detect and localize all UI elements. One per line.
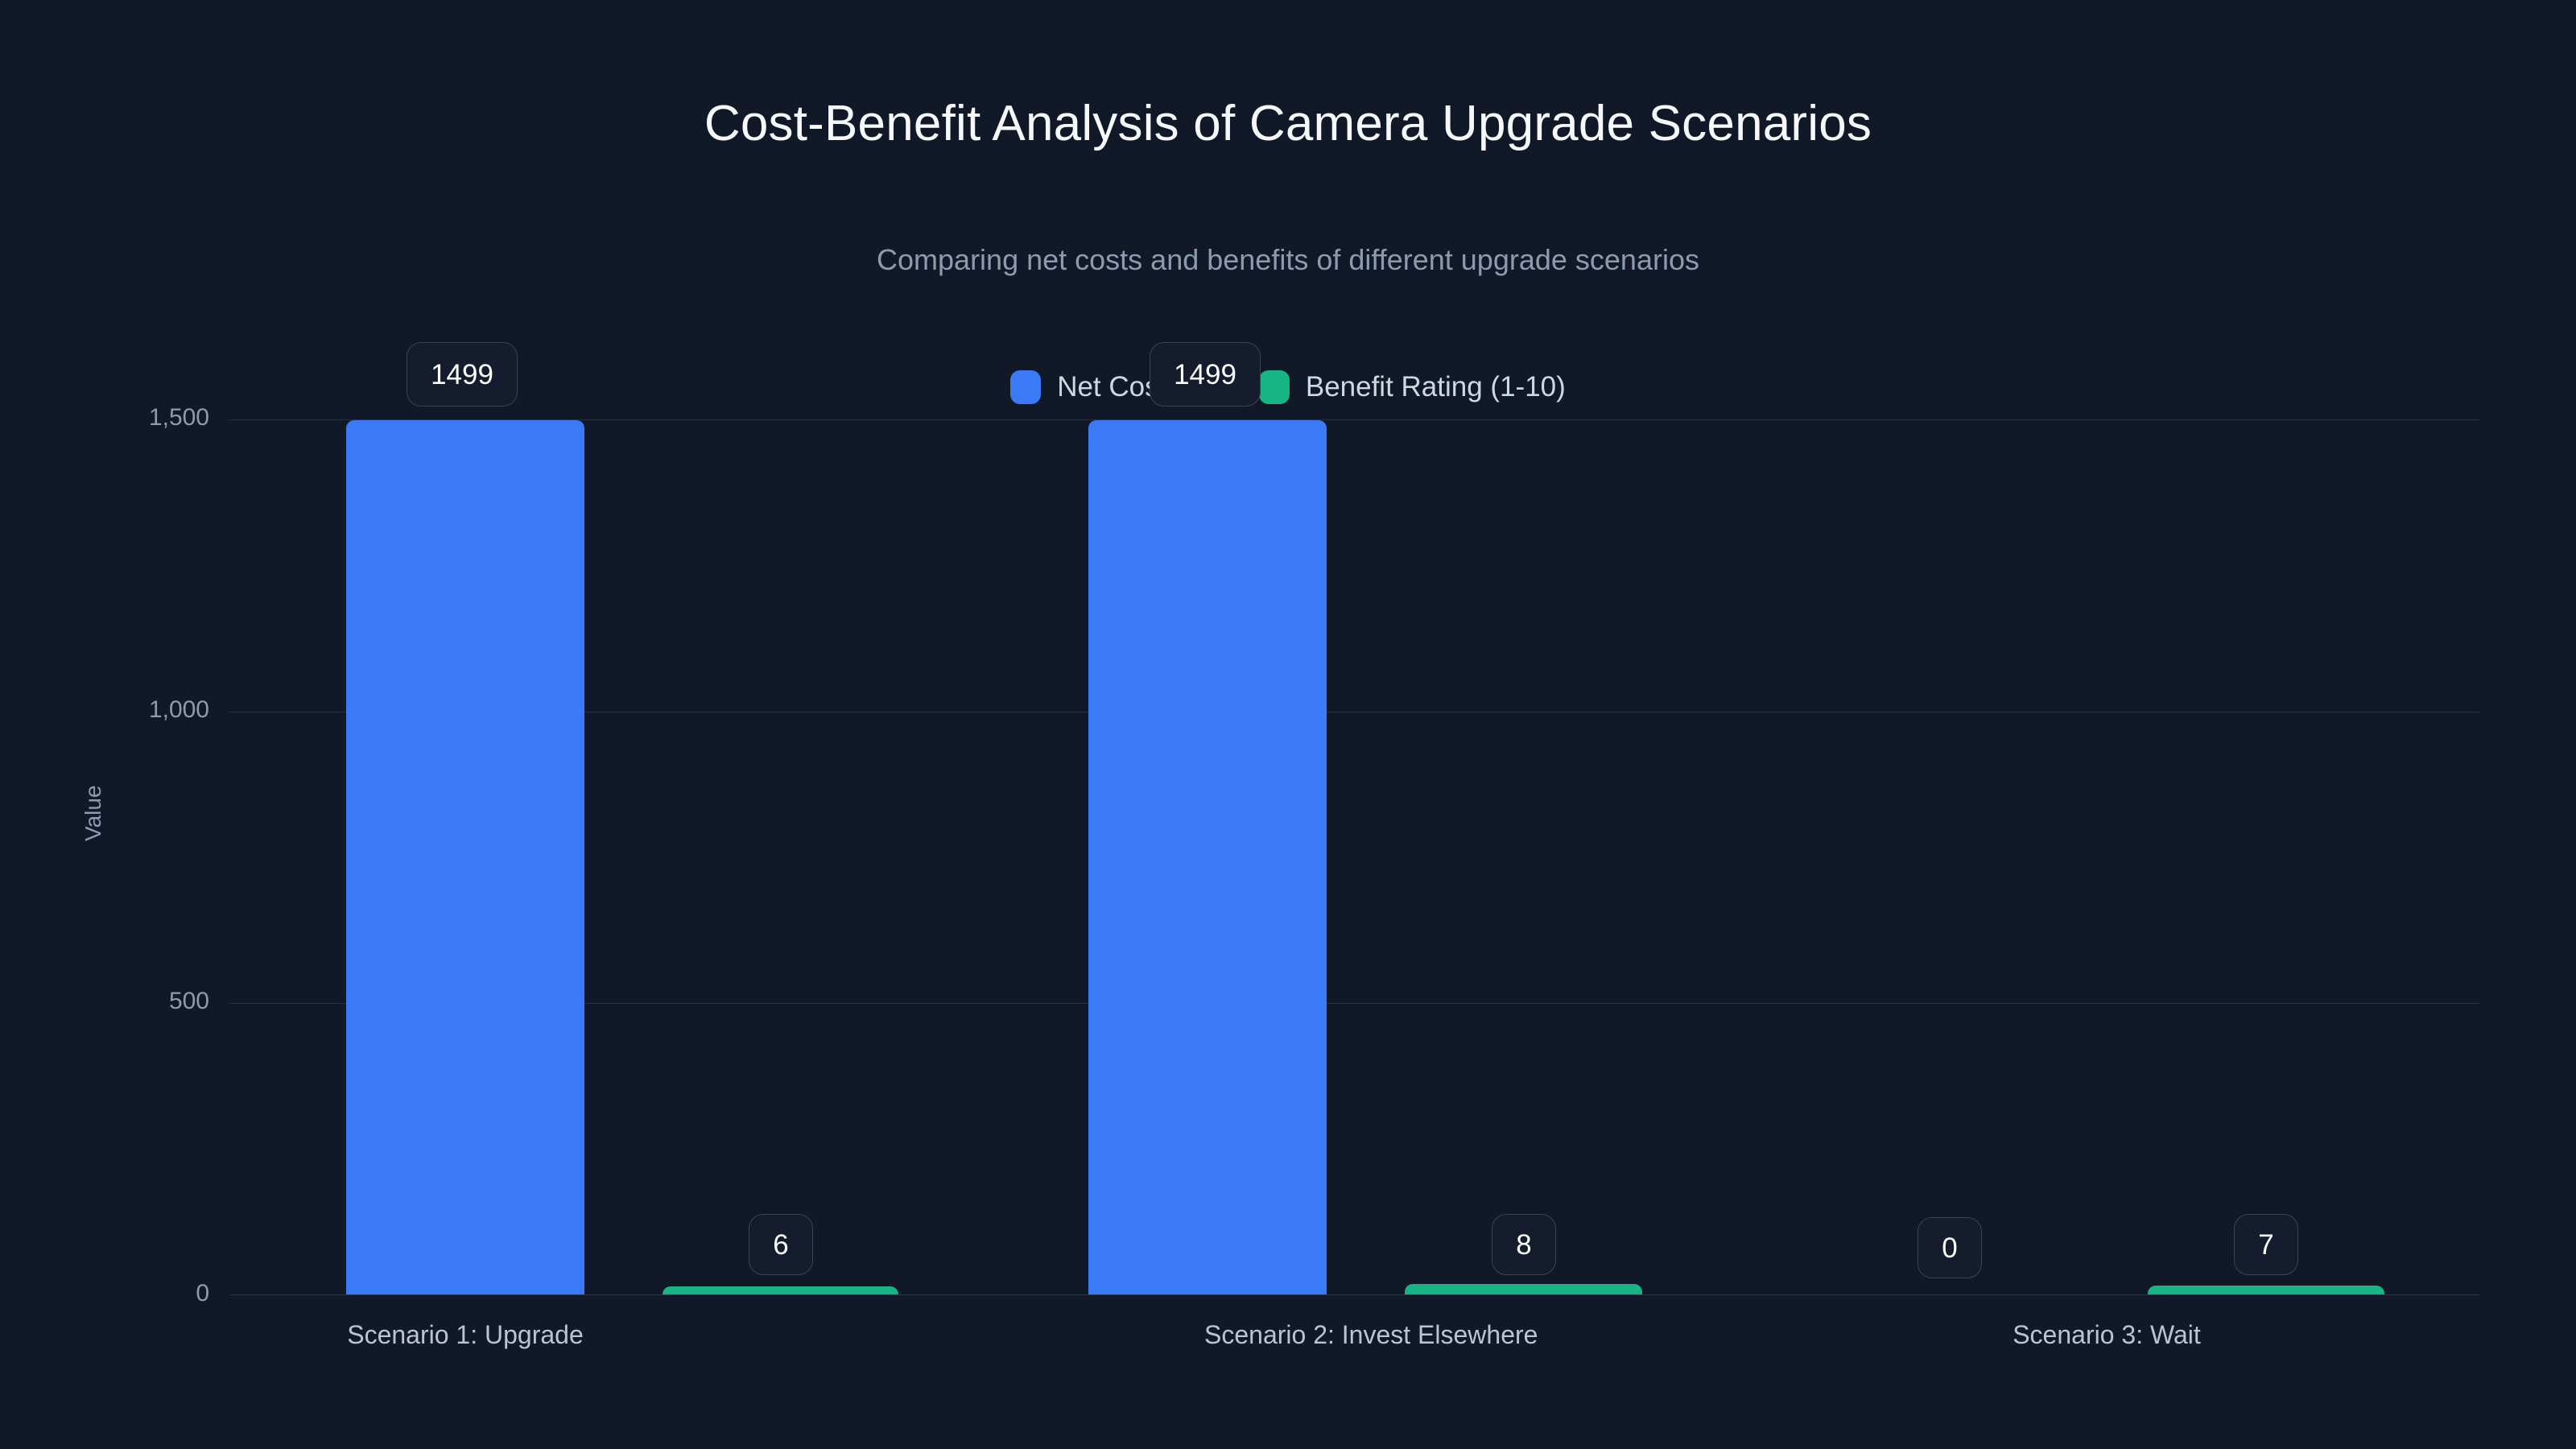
chart-legend: Net Cost ($) Benefit Rating (1-10): [0, 370, 2576, 404]
x-tick-label-scenario-2: Scenario 2: Invest Elsewhere: [1204, 1320, 1538, 1349]
bar-benefit-scenario-2[interactable]: [1405, 1284, 1642, 1294]
y-tick-label-1000: 1,000: [148, 696, 209, 723]
legend-swatch-benefit-rating: [1258, 370, 1290, 404]
value-label-net-cost-scenario-3: 0: [1918, 1217, 1982, 1278]
y-tick-label-500: 500: [168, 988, 209, 1014]
legend-item-benefit-rating[interactable]: Benefit Rating (1-10): [1258, 370, 1566, 404]
x-tick-label-scenario-1: Scenario 1: Upgrade: [347, 1320, 584, 1349]
y-axis-title: Value: [80, 785, 105, 841]
value-label-net-cost-scenario-1: 1499: [407, 342, 518, 407]
chart-title: Cost-Benefit Analysis of Camera Upgrade …: [704, 96, 1872, 151]
gridline-500: [229, 1003, 2479, 1004]
x-axis-baseline: [229, 1294, 2479, 1295]
bar-benefit-scenario-1[interactable]: [663, 1286, 898, 1294]
y-tick-label-0: 0: [196, 1280, 209, 1307]
value-label-net-cost-scenario-2: 1499: [1150, 342, 1261, 407]
value-label-benefit-scenario-3: 7: [2234, 1214, 2298, 1275]
value-label-benefit-scenario-1: 6: [749, 1214, 813, 1275]
legend-swatch-net-cost: [1010, 370, 1042, 404]
chart-subtitle: Comparing net costs and benefits of diff…: [877, 243, 1699, 276]
bar-net-cost-scenario-2[interactable]: [1088, 420, 1327, 1294]
gridline-1500: [229, 419, 2479, 420]
legend-label-benefit-rating: Benefit Rating (1-10): [1305, 371, 1566, 402]
y-tick-label-1500: 1,500: [148, 404, 209, 431]
bar-benefit-scenario-3[interactable]: [2148, 1286, 2384, 1294]
x-tick-label-scenario-3: Scenario 3: Wait: [2013, 1320, 2201, 1349]
bar-net-cost-scenario-1[interactable]: [346, 420, 584, 1294]
value-label-benefit-scenario-2: 8: [1492, 1214, 1556, 1275]
plot-area: [229, 419, 2479, 1295]
